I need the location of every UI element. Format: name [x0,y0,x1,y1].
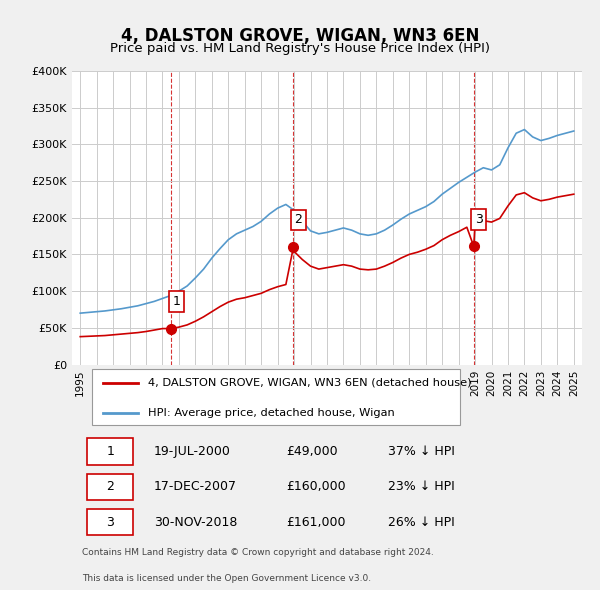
Text: 30-NOV-2018: 30-NOV-2018 [154,516,237,529]
Text: 26% ↓ HPI: 26% ↓ HPI [388,516,455,529]
Text: 4, DALSTON GROVE, WIGAN, WN3 6EN (detached house): 4, DALSTON GROVE, WIGAN, WN3 6EN (detach… [149,378,472,388]
Text: £161,000: £161,000 [286,516,346,529]
Text: £160,000: £160,000 [286,480,346,493]
Text: 2: 2 [295,214,302,227]
FancyBboxPatch shape [88,474,133,500]
Text: Contains HM Land Registry data © Crown copyright and database right 2024.: Contains HM Land Registry data © Crown c… [82,548,434,558]
Text: HPI: Average price, detached house, Wigan: HPI: Average price, detached house, Wiga… [149,408,395,418]
FancyBboxPatch shape [88,509,133,536]
Text: 2: 2 [106,480,114,493]
FancyBboxPatch shape [92,369,460,425]
Text: 3: 3 [106,516,114,529]
Text: £49,000: £49,000 [286,445,338,458]
Text: 17-DEC-2007: 17-DEC-2007 [154,480,236,493]
Text: 1: 1 [172,295,180,308]
Text: This data is licensed under the Open Government Licence v3.0.: This data is licensed under the Open Gov… [82,574,371,583]
Text: Price paid vs. HM Land Registry's House Price Index (HPI): Price paid vs. HM Land Registry's House … [110,42,490,55]
Text: 4, DALSTON GROVE, WIGAN, WN3 6EN: 4, DALSTON GROVE, WIGAN, WN3 6EN [121,27,479,45]
Text: 3: 3 [475,213,482,226]
Text: 37% ↓ HPI: 37% ↓ HPI [388,445,455,458]
Text: 23% ↓ HPI: 23% ↓ HPI [388,480,455,493]
FancyBboxPatch shape [88,438,133,465]
Text: 19-JUL-2000: 19-JUL-2000 [154,445,230,458]
Text: 1: 1 [106,445,114,458]
